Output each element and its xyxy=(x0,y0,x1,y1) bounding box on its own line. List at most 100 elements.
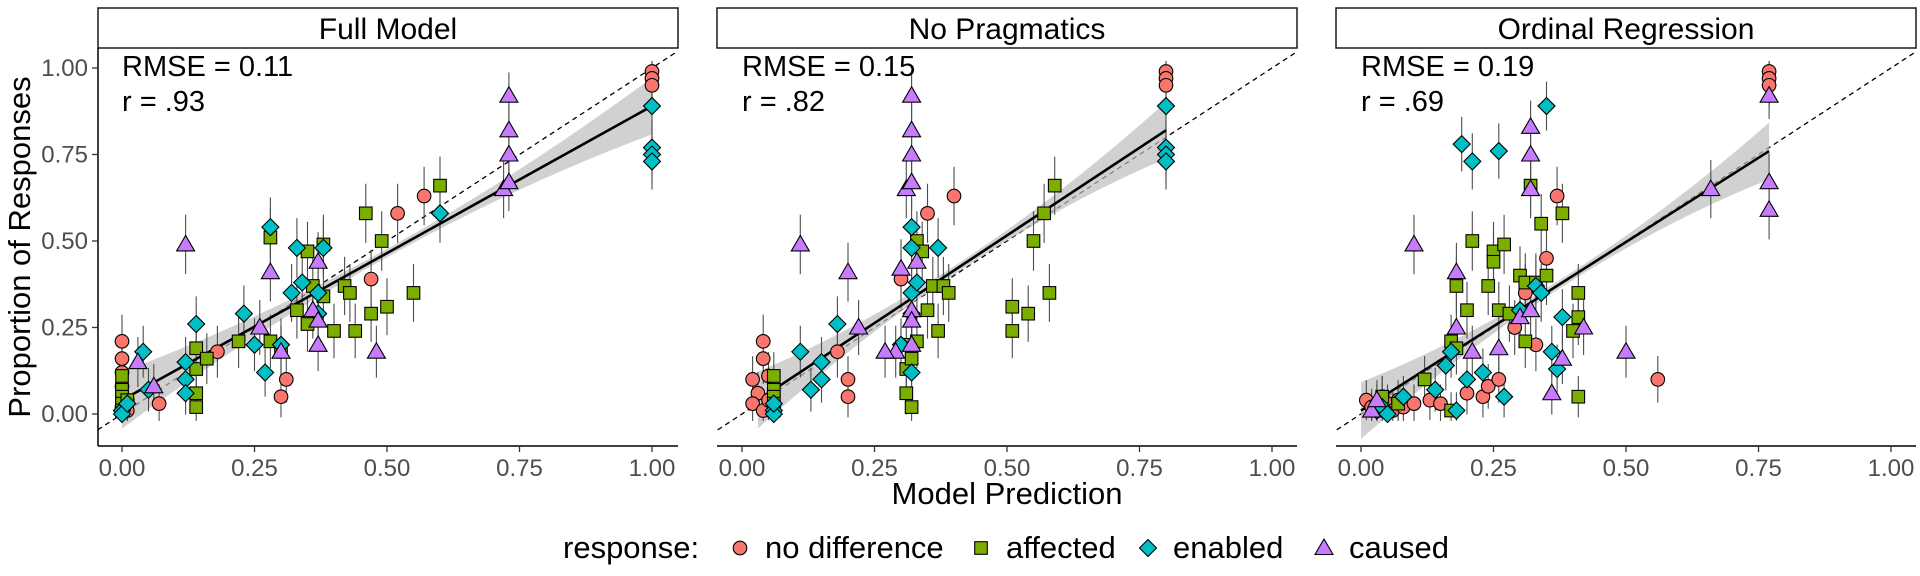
point-affected xyxy=(358,206,373,221)
x-tick-label: 0.00 xyxy=(99,455,146,482)
point-enabled xyxy=(1156,152,1176,171)
y-tick-label: 1.00 xyxy=(41,55,88,82)
point-enabled xyxy=(1473,363,1493,382)
point-affected xyxy=(327,324,341,338)
point-enabled xyxy=(642,96,662,116)
point-enabled xyxy=(1441,342,1461,361)
point-enabled xyxy=(1452,134,1471,154)
point-enabled xyxy=(287,238,307,258)
r-annotation: r = .82 xyxy=(742,86,825,118)
point-no-difference xyxy=(946,188,962,204)
point-caused xyxy=(1541,383,1562,401)
point-caused xyxy=(1759,199,1780,217)
point-affected xyxy=(1486,254,1501,269)
panel-strip xyxy=(1335,7,1917,49)
point-no-difference xyxy=(1491,372,1507,387)
point-enabled xyxy=(255,363,275,382)
point-enabled xyxy=(1447,401,1466,420)
point-affected xyxy=(380,299,394,314)
panel-no-pragmatics: No Pragmatics 0.00 0.25 0.50 0.75 1.00 RMSE … xyxy=(716,7,1298,482)
point-no-difference xyxy=(745,372,760,387)
legend: response: no difference affected enabled ca… xyxy=(563,530,1449,565)
point-caused xyxy=(271,341,291,359)
point-enabled xyxy=(1489,141,1509,161)
point-enabled xyxy=(308,283,328,303)
point-no-difference xyxy=(114,351,130,366)
point-affected xyxy=(1042,286,1057,300)
point-affected xyxy=(1460,303,1474,318)
point-caused xyxy=(1759,85,1780,103)
point-affected xyxy=(348,324,363,338)
point-caused xyxy=(498,144,519,162)
point-affected xyxy=(904,351,919,366)
point-caused xyxy=(1520,144,1541,162)
point-enabled xyxy=(1542,342,1562,361)
legend-label-enabled: enabled xyxy=(1173,530,1283,565)
point-enabled xyxy=(907,273,927,292)
panel-title: No Pragmatics xyxy=(909,13,1106,46)
point-caused xyxy=(1759,172,1780,190)
point-caused xyxy=(1488,338,1509,356)
point-caused xyxy=(838,262,858,280)
point-no-difference xyxy=(278,372,294,387)
x-tick-label: 1.00 xyxy=(1868,455,1915,482)
point-affected xyxy=(931,324,945,338)
point-enabled xyxy=(234,304,254,323)
point-enabled xyxy=(1378,404,1397,424)
y-tick-label: 0.00 xyxy=(41,401,88,428)
point-affected xyxy=(1518,334,1533,349)
point-caused xyxy=(1361,400,1382,418)
point-enabled xyxy=(1537,96,1556,116)
point-affected xyxy=(1047,178,1062,193)
point-no-difference xyxy=(1650,372,1666,387)
point-caused xyxy=(143,376,164,394)
x-tick-label: 0.25 xyxy=(231,455,278,482)
point-caused xyxy=(127,352,148,370)
point-enabled xyxy=(1425,380,1445,400)
point-caused xyxy=(901,334,922,352)
point-caused xyxy=(875,341,896,359)
point-affected xyxy=(1571,389,1586,404)
x-tick-label: 1.00 xyxy=(1249,455,1296,482)
panel-strip xyxy=(97,7,679,49)
point-affected xyxy=(766,369,781,383)
point-affected xyxy=(1555,206,1570,221)
point-enabled xyxy=(764,394,784,413)
x-tick-label: 0.00 xyxy=(1338,455,1385,482)
point-caused xyxy=(1616,341,1636,359)
x-tick-label: 0.75 xyxy=(1116,455,1163,482)
point-enabled xyxy=(902,217,921,237)
point-caused xyxy=(260,262,281,280)
point-affected xyxy=(290,303,304,318)
point-caused xyxy=(1520,179,1541,197)
x-tick-label: 0.75 xyxy=(1735,455,1782,482)
point-enabled xyxy=(430,204,450,223)
point-caused xyxy=(308,334,329,352)
point-enabled xyxy=(1436,356,1456,375)
point-affected xyxy=(189,400,204,414)
point-enabled xyxy=(1463,152,1482,171)
point-affected xyxy=(189,362,204,376)
x-tick-label: 0.50 xyxy=(364,455,411,482)
point-no-difference xyxy=(210,344,225,360)
point-caused xyxy=(891,258,911,276)
legend-key-enabled xyxy=(1138,538,1158,558)
point-caused xyxy=(1462,341,1483,359)
point-affected xyxy=(941,286,956,300)
point-caused xyxy=(1520,300,1541,318)
point-affected xyxy=(115,369,129,383)
panel-title: Full Model xyxy=(319,13,457,46)
point-enabled xyxy=(642,152,662,171)
point-enabled xyxy=(812,370,831,389)
x-tick-label: 0.00 xyxy=(719,455,766,482)
point-enabled xyxy=(928,238,948,258)
x-tick-label: 1.00 xyxy=(629,455,676,482)
point-enabled xyxy=(186,314,206,334)
point-affected xyxy=(374,234,389,248)
point-affected xyxy=(899,386,914,401)
y-axis-title: Proportion of Responses xyxy=(2,76,37,417)
fit-line xyxy=(1360,149,1770,412)
point-enabled xyxy=(902,238,921,258)
point-enabled xyxy=(176,383,195,403)
